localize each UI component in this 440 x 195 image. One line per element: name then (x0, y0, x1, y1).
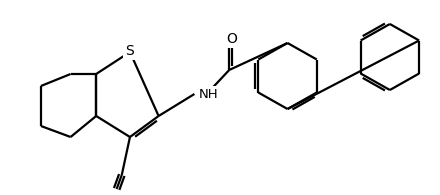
Text: NH: NH (198, 88, 218, 100)
Text: S: S (125, 44, 134, 58)
Text: O: O (226, 32, 237, 46)
Text: N: N (110, 194, 120, 195)
